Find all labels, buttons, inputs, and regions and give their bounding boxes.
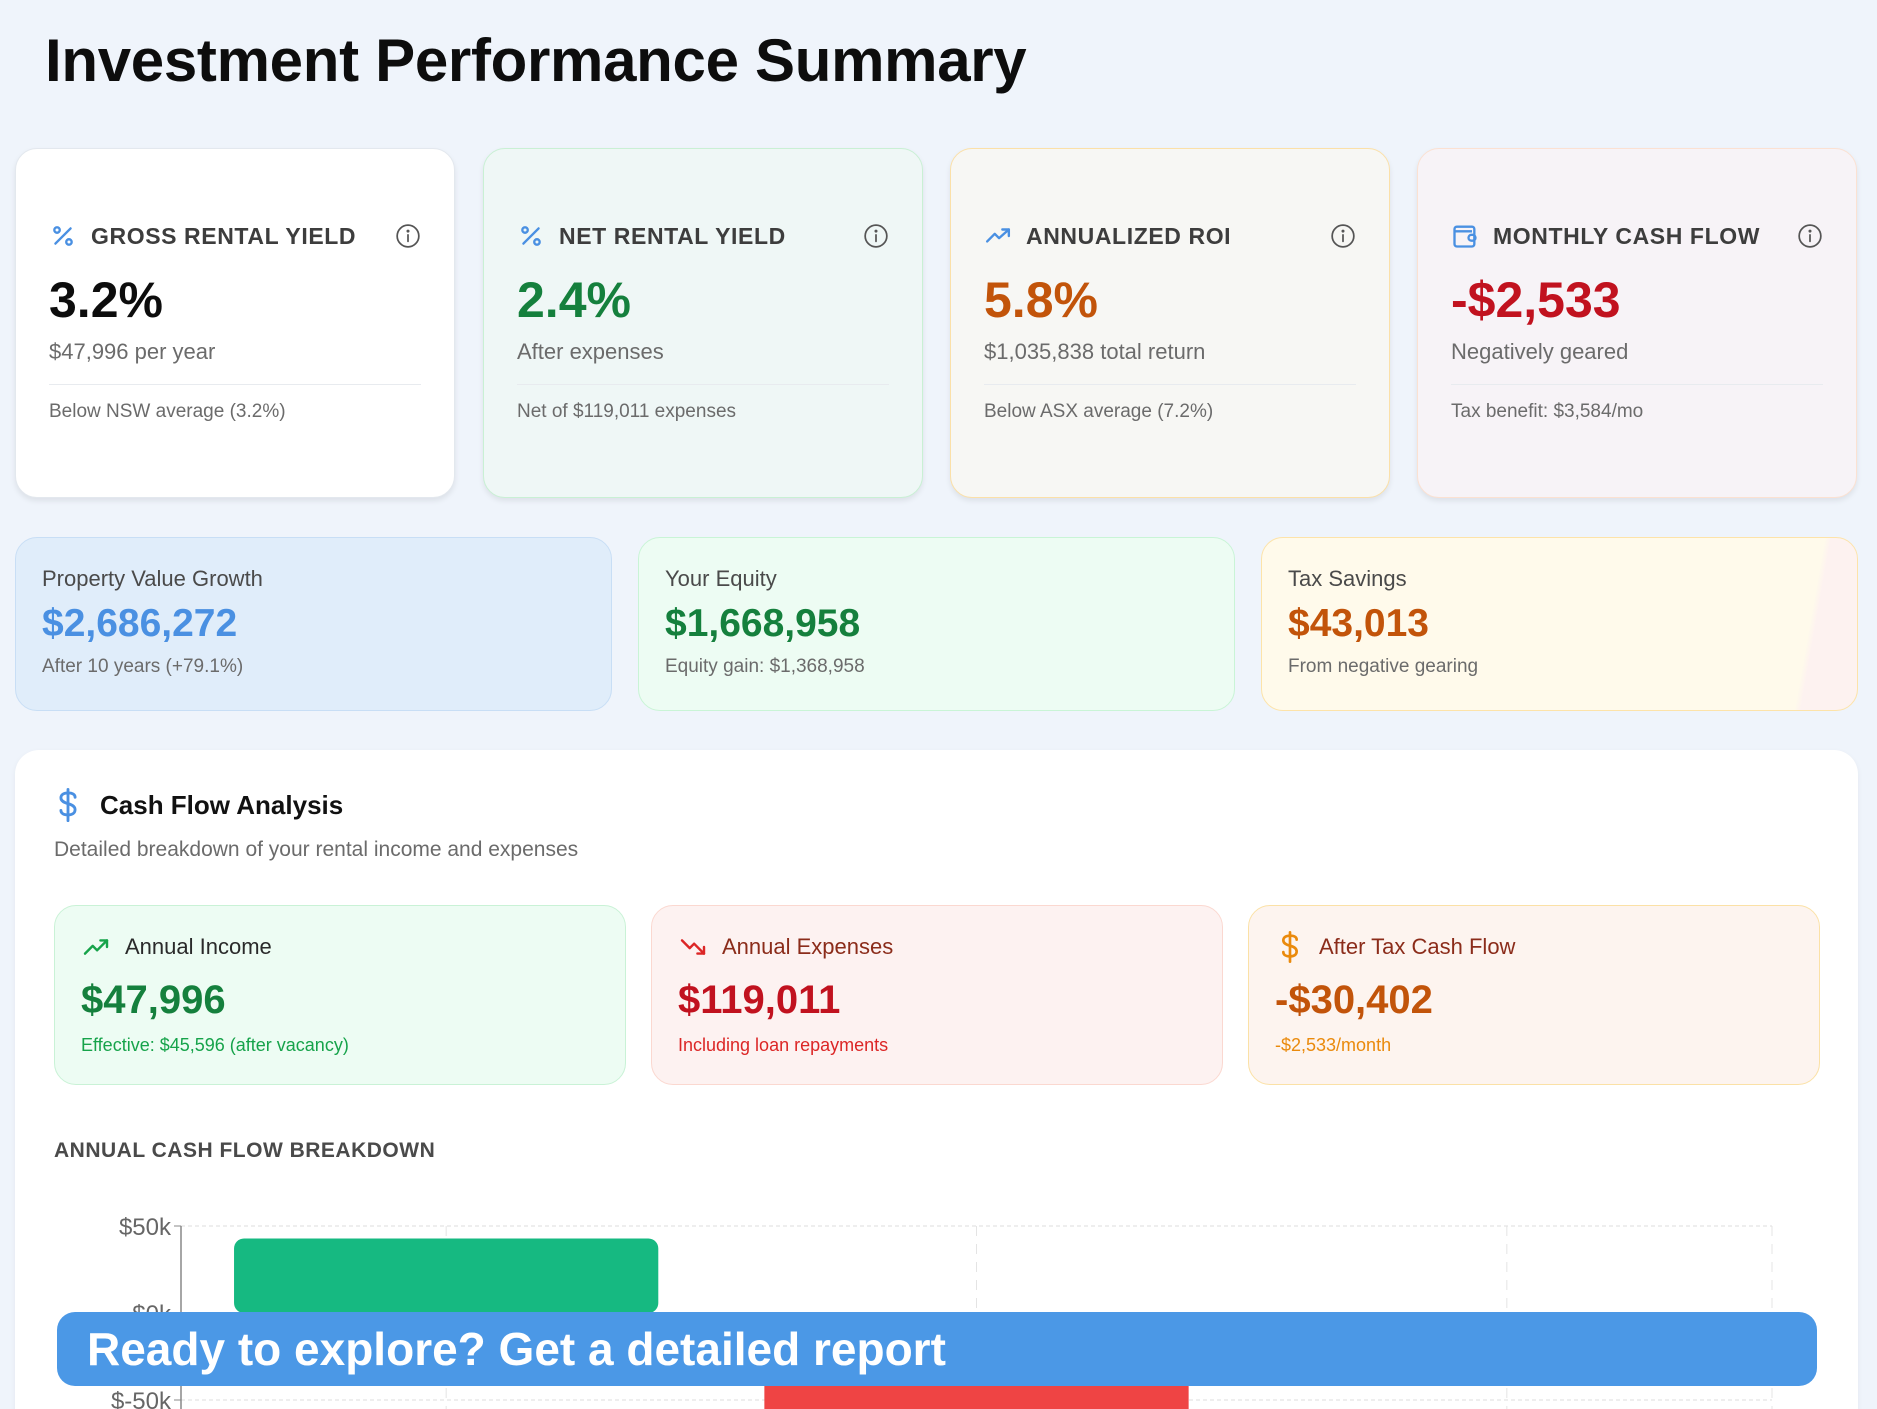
trending-up-icon xyxy=(984,222,1012,250)
metric-note: Below ASX average (7.2%) xyxy=(984,401,1214,422)
flow-value: $119,011 xyxy=(678,978,841,1022)
summary-value: $43,013 xyxy=(1288,602,1429,645)
metric-card-monthly-cash-flow: MONTHLY CASH FLOW -$2,533 Negatively gea… xyxy=(1417,148,1857,498)
metric-note: Net of $119,011 expenses xyxy=(517,401,737,422)
dollar-icon xyxy=(56,788,82,822)
info-icon[interactable] xyxy=(863,223,889,249)
flow-subtitle: Effective: $45,596 (after vacancy) xyxy=(81,1035,349,1055)
metric-value: 3.2% xyxy=(49,272,163,328)
divider xyxy=(1451,384,1823,385)
summary-card-tax-savings: Tax Savings $43,013 From negative gearin… xyxy=(1261,537,1858,711)
panel-description: Detailed breakdown of your rental income… xyxy=(54,838,579,861)
trending-up-icon xyxy=(81,932,111,962)
summary-subtitle: From negative gearing xyxy=(1288,656,1479,677)
flow-card-annual-expenses: Annual Expenses $119,011 Including loan … xyxy=(651,905,1223,1085)
flow-label: Annual Expenses xyxy=(722,934,894,959)
summary-card-property-value-growth: Property Value Growth $2,686,272 After 1… xyxy=(15,537,612,711)
summary-value: $1,668,958 xyxy=(665,602,861,645)
metric-card-annualized-roi: ANNUALIZED ROI 5.8% $1,035,838 total ret… xyxy=(950,148,1390,498)
info-icon[interactable] xyxy=(1797,223,1823,249)
metric-label: MONTHLY CASH FLOW xyxy=(1493,222,1761,249)
flow-subtitle: Including loan repayments xyxy=(678,1035,889,1055)
metric-value: 2.4% xyxy=(517,272,631,328)
panel-title: Cash Flow Analysis xyxy=(100,789,344,820)
metric-card-net-rental-yield: NET RENTAL YIELD 2.4% After expenses Net… xyxy=(483,148,923,498)
summary-subtitle: After 10 years (+79.1%) xyxy=(42,656,244,677)
divider xyxy=(517,384,889,385)
metric-subtitle: $1,035,838 total return xyxy=(984,339,1206,364)
divider xyxy=(49,384,421,385)
metric-note: Below NSW average (3.2%) xyxy=(49,401,286,422)
wallet-icon xyxy=(1451,222,1479,250)
cash-flow-analysis-panel: Cash Flow Analysis Detailed breakdown of… xyxy=(15,750,1858,1409)
flow-card-after-tax-cash-flow: After Tax Cash Flow -$30,402 -$2,533/mon… xyxy=(1248,905,1820,1085)
flow-card-annual-income: Annual Income $47,996 Effective: $45,596… xyxy=(54,905,626,1085)
metric-label: ANNUALIZED ROI xyxy=(1026,222,1232,249)
metric-note: Tax benefit: $3,584/mo xyxy=(1451,401,1644,422)
metric-label: NET RENTAL YIELD xyxy=(559,222,786,249)
percent-icon xyxy=(49,222,77,250)
trending-down-icon xyxy=(678,932,708,962)
summary-label: Tax Savings xyxy=(1288,566,1407,591)
metric-subtitle: $47,996 per year xyxy=(49,339,216,364)
info-icon[interactable] xyxy=(395,223,421,249)
chart-title: ANNUAL CASH FLOW BREAKDOWN xyxy=(54,1139,436,1162)
metric-label: GROSS RENTAL YIELD xyxy=(91,222,357,249)
summary-value: $2,686,272 xyxy=(42,602,238,645)
metric-value: -$2,533 xyxy=(1451,272,1621,328)
flow-value: $47,996 xyxy=(81,978,226,1022)
page-title: Investment Performance Summary xyxy=(45,27,1027,94)
flow-label: Annual Income xyxy=(125,934,272,959)
metric-card-gross-rental-yield: GROSS RENTAL YIELD 3.2% $47,996 per year… xyxy=(15,148,455,498)
flow-subtitle: -$2,533/month xyxy=(1275,1035,1392,1055)
detailed-report-cta-button[interactable]: Ready to explore? Get a detailed report xyxy=(57,1312,1817,1386)
metric-value: 5.8% xyxy=(984,272,1098,328)
summary-subtitle: Equity gain: $1,368,958 xyxy=(665,656,865,677)
percent-icon xyxy=(517,222,545,250)
metric-subtitle: After expenses xyxy=(517,339,664,364)
divider xyxy=(984,384,1356,385)
flow-value: -$30,402 xyxy=(1275,978,1433,1022)
info-icon[interactable] xyxy=(1330,223,1356,249)
flow-label: After Tax Cash Flow xyxy=(1319,934,1516,959)
summary-label: Property Value Growth xyxy=(42,566,263,591)
metric-subtitle: Negatively geared xyxy=(1451,339,1629,364)
summary-label: Your Equity xyxy=(665,566,777,591)
summary-card-your-equity: Your Equity $1,668,958 Equity gain: $1,3… xyxy=(638,537,1235,711)
dollar-icon xyxy=(1275,931,1305,963)
